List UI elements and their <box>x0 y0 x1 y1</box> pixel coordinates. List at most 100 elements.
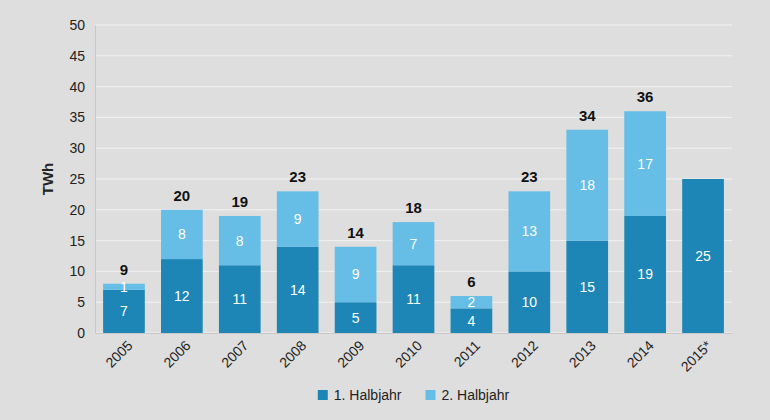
x-tick-label: 2010 <box>392 337 425 370</box>
bar-segment <box>451 308 493 333</box>
x-tick-label: 2005 <box>102 337 135 370</box>
y-tick-label: 20 <box>69 202 85 218</box>
x-tick: 2009 <box>334 337 367 370</box>
grid <box>95 25 732 333</box>
total-label: 14 <box>347 224 364 241</box>
data-label: 25 <box>695 248 711 264</box>
y-tick: 45 <box>69 48 95 64</box>
x-tick-label: 2011 <box>451 337 484 370</box>
legend: 1. Halbjahr 2. Halbjahr <box>318 387 510 403</box>
y-tick-label: 0 <box>77 325 85 341</box>
bars <box>103 111 724 333</box>
grid-line <box>95 86 732 87</box>
bar-segment <box>682 179 724 333</box>
x-tick: 2015* <box>678 337 716 375</box>
x-tick-label: 2012 <box>508 337 541 370</box>
data-label: 13 <box>522 223 538 239</box>
bar-segment <box>624 216 666 333</box>
y-tick-label: 25 <box>69 171 85 187</box>
bar-segment <box>393 265 435 333</box>
bar-segment <box>566 241 608 333</box>
data-label: 8 <box>236 233 244 249</box>
total-label: 36 <box>637 88 654 105</box>
bar-segment <box>566 130 608 241</box>
bar-segment <box>219 265 261 333</box>
y-axis-title: TWh <box>39 163 56 195</box>
y-tick: 0 <box>77 325 95 341</box>
data-label: 11 <box>232 291 247 307</box>
data-label: 15 <box>579 279 595 295</box>
legend-swatch <box>426 390 436 400</box>
grid-line <box>95 55 732 56</box>
x-axis: 2005 2006 2007 2008 2009 2010 2011 2012 2013 2014… <box>96 334 733 375</box>
y-axis: 0 5 10 15 20 25 30 35 40 45 50 <box>69 17 95 341</box>
bar-segment <box>393 222 435 265</box>
x-tick-label: 2015* <box>678 337 716 375</box>
data-label: 2 <box>468 294 476 310</box>
y-tick: 50 <box>69 17 95 33</box>
data-labels: 7121114511410151925188997213181792019231… <box>120 88 711 328</box>
data-label: 17 <box>637 156 653 172</box>
y-axis-line <box>95 26 96 334</box>
x-tick: 2011 <box>451 337 484 370</box>
y-tick: 20 <box>69 202 95 218</box>
y-tick-label: 45 <box>69 48 85 64</box>
data-label: 19 <box>637 266 653 282</box>
x-tick-label: 2014 <box>624 337 657 370</box>
total-label: 9 <box>120 261 128 278</box>
data-label: 14 <box>290 282 306 298</box>
y-tick-label: 40 <box>69 79 85 95</box>
x-tick: 2005 <box>102 337 135 370</box>
x-tick-label: 2013 <box>566 337 599 370</box>
data-label: 9 <box>294 211 302 227</box>
bar-segment <box>508 271 550 333</box>
y-tick-label: 10 <box>69 263 85 279</box>
plot: 0510152025303540455020052006200720082009… <box>69 17 732 375</box>
data-label: 9 <box>352 266 360 282</box>
data-label: 8 <box>178 226 186 242</box>
legend-label: 2. Halbjahr <box>442 387 510 403</box>
total-label: 19 <box>231 193 248 210</box>
x-tick: 2012 <box>508 337 541 370</box>
x-tick: 2010 <box>392 337 425 370</box>
y-tick: 30 <box>69 140 95 156</box>
data-label: 10 <box>522 294 538 310</box>
data-label: 5 <box>352 310 360 326</box>
data-label: 11 <box>406 291 421 307</box>
y-tick-label: 35 <box>69 109 85 125</box>
x-tick: 2006 <box>160 337 193 370</box>
data-label: 1 <box>120 279 128 295</box>
x-tick-label: 2006 <box>160 337 193 370</box>
bar-segment <box>277 247 319 333</box>
y-tick: 10 <box>69 263 95 279</box>
y-tick-label: 30 <box>69 140 85 156</box>
x-tick: 2007 <box>218 337 251 370</box>
total-label: 6 <box>467 273 475 290</box>
bar-segment <box>335 247 377 302</box>
data-label: 18 <box>579 177 595 193</box>
bar-segment <box>219 216 261 265</box>
data-label: 7 <box>410 236 418 252</box>
y-tick-label: 50 <box>69 17 85 33</box>
bar-segment <box>103 290 145 333</box>
bar-segment <box>624 111 666 216</box>
x-tick-label: 2008 <box>276 337 309 370</box>
total-label: 20 <box>174 187 191 204</box>
bar-segment <box>277 191 319 246</box>
x-tick: 2014 <box>624 337 657 370</box>
total-label: 23 <box>521 168 538 185</box>
bar-segment <box>161 210 203 259</box>
x-axis-line <box>96 333 733 334</box>
legend-item: 1. Halbjahr <box>318 387 402 403</box>
legend-swatch <box>318 390 328 400</box>
y-tick-label: 5 <box>77 294 85 310</box>
bar-segment <box>508 191 550 271</box>
x-tick-label: 2009 <box>334 337 367 370</box>
total-label: 18 <box>405 199 422 216</box>
total-label: 34 <box>579 107 596 124</box>
bar-segment <box>161 259 203 333</box>
y-tick: 5 <box>77 294 95 310</box>
y-tick-label: 15 <box>69 233 85 249</box>
legend-item: 2. Halbjahr <box>426 387 510 403</box>
data-label: 4 <box>468 313 476 329</box>
